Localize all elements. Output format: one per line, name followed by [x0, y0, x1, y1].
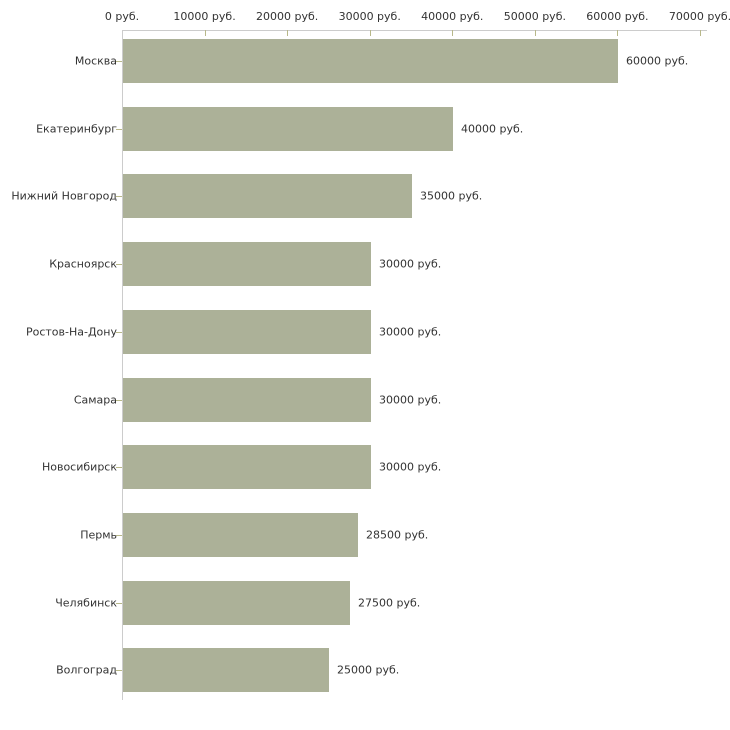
value-label: 30000 руб. [379, 325, 442, 339]
value-label: 27500 руб. [358, 596, 421, 610]
category-label: Самара [73, 393, 117, 407]
bar [123, 174, 412, 218]
y-axis-tick-mark [116, 670, 122, 671]
x-axis-tick-label: 60000 руб. [586, 10, 649, 23]
y-axis-line [122, 30, 123, 700]
x-axis-tick-label: 20000 руб. [256, 10, 319, 23]
bar [123, 581, 350, 625]
x-axis-tick-mark [534, 30, 536, 36]
y-axis-tick-mark [116, 61, 122, 62]
y-axis-tick-mark [116, 332, 122, 333]
x-axis-tick-label: 10000 руб. [173, 10, 236, 23]
y-axis-tick-mark [116, 603, 122, 604]
category-label: Нижний Новгород [11, 189, 117, 203]
value-label: 35000 руб. [420, 189, 483, 203]
bar [123, 445, 371, 489]
x-axis-tick-mark [452, 30, 454, 36]
x-axis-tick-label: 40000 руб. [421, 10, 484, 23]
y-axis-tick-mark [116, 129, 122, 130]
bar [123, 648, 329, 692]
x-axis-tick-mark [369, 30, 371, 36]
value-label: 40000 руб. [461, 122, 524, 136]
value-label: 30000 руб. [379, 460, 442, 474]
x-axis-tick-mark [700, 30, 701, 36]
y-axis-tick-mark [116, 535, 122, 536]
category-label: Ростов-На-Дону [25, 325, 117, 339]
value-label: 60000 руб. [626, 54, 689, 68]
bar [123, 242, 371, 286]
value-label: 28500 руб. [366, 528, 429, 542]
x-axis-tick-mark [204, 30, 206, 36]
bar [123, 378, 371, 422]
x-axis-line [122, 30, 707, 31]
x-axis-tick-mark [617, 30, 619, 36]
category-label: Красноярск [49, 257, 117, 271]
bar [123, 107, 453, 151]
x-axis-tick-mark [287, 30, 289, 36]
bar [123, 39, 618, 83]
category-label: Волгоград [56, 663, 117, 677]
value-label: 30000 руб. [379, 393, 442, 407]
category-label: Москва [74, 54, 117, 68]
y-axis-tick-mark [116, 264, 122, 265]
category-label: Екатеринбург [36, 122, 117, 136]
x-axis-tick-label: 0 руб. [104, 10, 140, 23]
category-label: Челябинск [55, 596, 117, 610]
bar [123, 513, 358, 557]
x-axis-tick-label: 30000 руб. [338, 10, 401, 23]
value-label: 25000 руб. [337, 663, 400, 677]
category-label: Пермь [80, 528, 117, 542]
bar [123, 310, 371, 354]
y-axis-tick-mark [116, 400, 122, 401]
category-label: Новосибирск [41, 460, 117, 474]
x-axis-tick-label: 70000 руб. [668, 10, 730, 23]
y-axis-tick-mark [116, 196, 122, 197]
value-label: 30000 руб. [379, 257, 442, 271]
x-axis-tick-label: 50000 руб. [503, 10, 566, 23]
y-axis-tick-mark [116, 467, 122, 468]
